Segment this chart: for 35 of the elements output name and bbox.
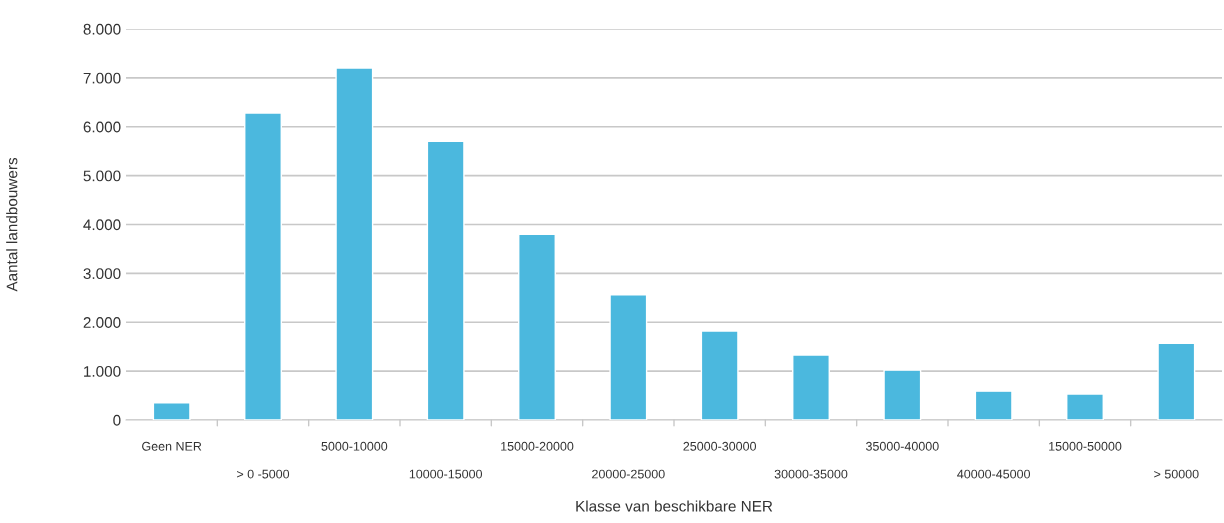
bar	[609, 294, 648, 420]
y-tick-label: 5.000	[83, 170, 121, 182]
bar	[244, 112, 282, 420]
bar	[1157, 342, 1196, 420]
y-tick-label: 1.000	[84, 365, 121, 377]
x-tick-label: 40000-45000	[957, 469, 1031, 479]
x-tick-label: > 50000	[1154, 469, 1199, 479]
x-tick-label: 5000-10000	[321, 441, 388, 451]
x-tick-label: 10000-15000	[409, 469, 483, 479]
y-tick-label: 0	[113, 414, 121, 426]
x-tick-label: > 0 -5000	[237, 469, 290, 479]
y-tick-label: 6.000	[83, 121, 121, 133]
y-tick-label: 8.000	[83, 23, 121, 35]
bar	[518, 233, 556, 420]
bar	[883, 369, 922, 420]
x-tick-label: 20000-25000	[592, 469, 665, 479]
x-tick-label: 35000-40000	[865, 441, 939, 451]
y-tick-label: 4.000	[83, 219, 121, 231]
bar	[1066, 393, 1104, 420]
bar	[974, 390, 1013, 420]
x-tick-label: 25000-30000	[683, 441, 757, 451]
bar	[335, 67, 374, 420]
x-tick-label: 15000-50000	[1049, 441, 1122, 451]
bar	[700, 330, 739, 420]
y-tick-label: 7.000	[83, 72, 121, 84]
x-tick-label: 15000-20000	[501, 441, 574, 451]
y-axis-title: Aantal landbouwers	[6, 157, 18, 292]
bar	[426, 140, 465, 420]
bar	[792, 354, 830, 420]
y-tick-label: 2.000	[83, 317, 121, 328]
bar	[152, 402, 191, 420]
x-tick-label: 30000-35000	[774, 469, 848, 479]
y-tick-label: 3.000	[83, 268, 121, 280]
x-axis-title: Klasse van beschikbare NER	[576, 500, 773, 512]
x-tick-label: Geen NER	[142, 441, 202, 451]
